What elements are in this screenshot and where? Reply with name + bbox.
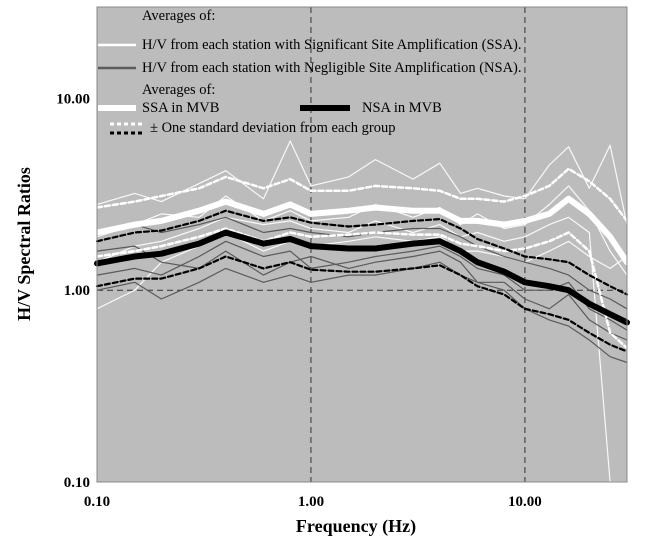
- x-tick-label: 1.00: [298, 494, 324, 510]
- legend-label-avg-nsa: NSA in MVB: [362, 100, 442, 116]
- series-line-station-ssa: [96, 140, 628, 226]
- x-axis-title: Frequency (Hz): [296, 516, 416, 537]
- legend-label-station-nsa: H/V from each station with Negligible Si…: [142, 60, 522, 76]
- series-line-std-nsa-upper: [95, 209, 629, 296]
- x-tick-label: 10.00: [508, 494, 542, 510]
- series-line-station-ssa: [96, 216, 628, 483]
- x-tick-labels: 0.10 1.00 10.00: [84, 494, 542, 510]
- plot-frame: [96, 6, 628, 483]
- legend-heading-2: Averages of:: [142, 82, 215, 98]
- y-tick-label: 1.00: [64, 283, 90, 299]
- plot-background: [97, 7, 627, 482]
- x-tick-label: 0.10: [84, 494, 110, 510]
- series-line-station-nsa: [96, 245, 628, 341]
- series-line-std-nsa-lower: [95, 255, 629, 353]
- series-line-avg-nsa: [94, 229, 630, 326]
- y-tick-label: 0.10: [64, 475, 90, 491]
- legend-label-station-ssa: H/V from each station with Significant S…: [142, 37, 522, 53]
- series-line-station-nsa: [96, 240, 628, 331]
- y-axis-title: H/V Spectral Ratios: [14, 167, 34, 321]
- legend: Averages of: H/V from each station with …: [98, 8, 522, 136]
- series-line-std-ssa-lower: [95, 227, 629, 350]
- series-line-avg-ssa: [94, 195, 630, 266]
- legend-label-avg-ssa: SSA in MVB: [142, 100, 219, 116]
- legend-heading-1: Averages of:: [142, 8, 215, 24]
- legend-label-std: ± One standard deviation from each group: [150, 120, 396, 136]
- curves: [94, 140, 630, 483]
- series-line-std-ssa-upper: [95, 167, 629, 223]
- series-line-station-nsa: [96, 216, 628, 310]
- y-tick-labels: 0.10 1.00 10.00: [56, 91, 90, 491]
- y-tick-label: 10.00: [56, 91, 90, 107]
